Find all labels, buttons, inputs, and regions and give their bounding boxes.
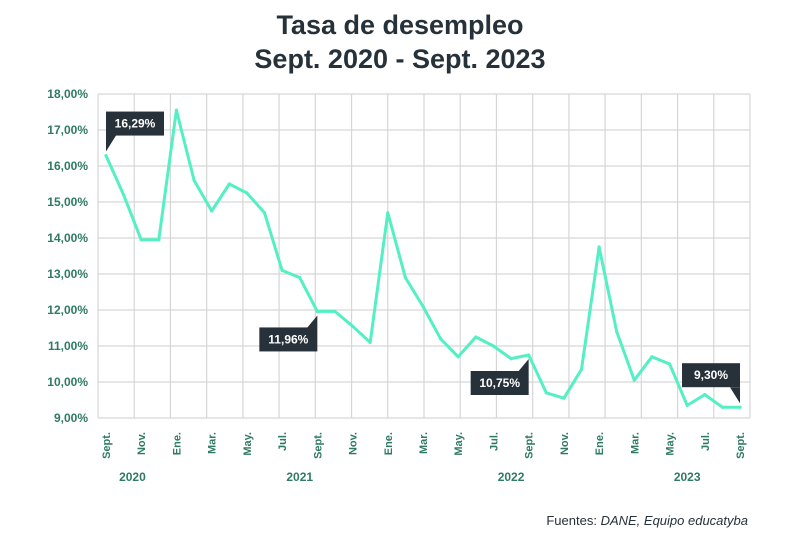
annotation-box <box>259 327 318 352</box>
data-point <box>421 304 425 308</box>
year-label: 2023 <box>674 470 701 484</box>
x-tick-label: Ene. <box>171 432 183 455</box>
x-tick-label: Sept. <box>101 432 113 459</box>
data-point <box>544 391 548 395</box>
annotation-pointer <box>307 315 318 328</box>
x-tick-label: Nov. <box>348 432 360 455</box>
data-point <box>104 153 108 158</box>
y-tick-label: 12,00% <box>47 303 88 317</box>
data-point <box>386 211 390 215</box>
data-point <box>403 276 407 280</box>
data-point <box>667 362 672 366</box>
x-tick-label: Sept. <box>312 432 324 459</box>
data-point <box>139 238 143 242</box>
source-prefix: Fuentes: <box>546 513 597 528</box>
annotation-label: 9,30% <box>694 368 728 382</box>
data-point <box>333 309 337 314</box>
annotation-box <box>682 363 740 388</box>
x-tick-label: Ene. <box>383 432 395 455</box>
data-point <box>227 182 231 186</box>
data-point <box>174 108 179 112</box>
year-label: 2020 <box>119 470 146 484</box>
data-point <box>474 335 478 339</box>
annotation-pointer <box>730 387 740 404</box>
data-point <box>439 337 443 341</box>
year-label: 2022 <box>498 470 525 484</box>
x-tick-label: May. <box>453 432 465 456</box>
data-point <box>280 268 284 272</box>
data-point <box>685 403 689 407</box>
x-tick-label: Jul. <box>700 432 712 451</box>
annotation-pointer <box>106 135 116 152</box>
y-tick-label: 17,00% <box>47 123 88 137</box>
data-point <box>562 396 566 400</box>
data-point <box>210 209 214 213</box>
annotation-label: 11,96% <box>268 332 308 346</box>
data-point <box>738 405 742 409</box>
y-tick-label: 11,00% <box>48 339 88 353</box>
data-point <box>491 344 496 348</box>
data-point <box>579 367 584 371</box>
x-tick-label: Nov. <box>136 432 148 455</box>
data-point <box>650 355 654 359</box>
data-point <box>192 178 196 182</box>
data-point <box>262 211 267 215</box>
data-point <box>157 238 161 242</box>
x-tick-label: Jul. <box>488 432 500 451</box>
data-point <box>527 353 531 357</box>
year-label: 2021 <box>286 470 313 484</box>
data-point <box>298 276 302 280</box>
y-tick-label: 9,00% <box>54 411 88 425</box>
x-tick-label: May. <box>242 432 254 456</box>
annotation-box <box>106 111 164 136</box>
data-point <box>597 245 601 249</box>
y-tick-label: 10,00% <box>47 375 88 389</box>
y-tick-label: 18,00% <box>47 87 88 101</box>
x-tick-label: Mar. <box>418 432 430 454</box>
data-point <box>350 324 355 328</box>
annotation-box <box>470 371 529 395</box>
annotation-pointer <box>518 359 529 371</box>
data-point <box>315 309 319 314</box>
data-point <box>368 340 372 344</box>
data-point <box>509 357 513 361</box>
x-tick-label: May. <box>665 432 677 456</box>
chart-title-line-1: Tasa de desempleo <box>276 10 524 40</box>
x-tick-label: Mar. <box>207 432 219 454</box>
y-tick-label: 13,00% <box>47 267 88 281</box>
x-tick-label: Jul. <box>277 432 289 451</box>
y-tick-label: 14,00% <box>47 231 88 245</box>
source-note: Fuentes: DANE, Equipo educatyba <box>546 513 748 528</box>
data-point <box>615 330 619 334</box>
data-point <box>245 191 249 195</box>
annotation-label: 10,75% <box>479 376 520 390</box>
data-point <box>720 405 724 409</box>
data-point <box>632 378 636 382</box>
annotation-label: 16,29% <box>115 117 156 131</box>
data-point <box>703 393 707 397</box>
y-tick-label: 16,00% <box>47 159 88 173</box>
data-point <box>122 193 126 197</box>
x-tick-label: Mar. <box>629 432 641 454</box>
x-tick-label: Sept. <box>735 432 747 459</box>
data-point <box>456 355 460 359</box>
x-tick-label: Nov. <box>559 432 571 455</box>
y-tick-label: 15,00% <box>47 195 88 209</box>
series-line <box>104 108 742 409</box>
chart-title-line-2: Sept. 2020 - Sept. 2023 <box>254 44 546 74</box>
x-tick-label: Sept. <box>524 432 536 459</box>
x-tick-label: Ene. <box>594 432 606 455</box>
source-names: DANE, Equipo educatyba <box>600 513 748 528</box>
